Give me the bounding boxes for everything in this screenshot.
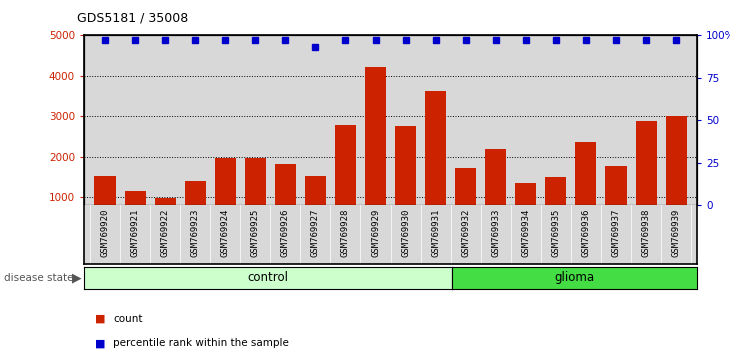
Bar bbox=[515, 183, 537, 238]
Text: GSM769932: GSM769932 bbox=[461, 208, 470, 257]
Bar bbox=[485, 149, 507, 238]
Bar bbox=[335, 125, 356, 238]
Text: GSM769930: GSM769930 bbox=[401, 208, 410, 257]
Text: glioma: glioma bbox=[555, 272, 594, 284]
Text: GSM769921: GSM769921 bbox=[131, 208, 139, 257]
Bar bbox=[155, 198, 176, 238]
Text: GSM769933: GSM769933 bbox=[491, 208, 500, 257]
Text: count: count bbox=[113, 314, 142, 324]
Bar bbox=[305, 176, 326, 238]
Text: GSM769927: GSM769927 bbox=[311, 208, 320, 257]
Text: GSM769935: GSM769935 bbox=[551, 208, 561, 257]
Text: GDS5181 / 35008: GDS5181 / 35008 bbox=[77, 12, 188, 25]
Text: ■: ■ bbox=[95, 314, 105, 324]
Bar bbox=[395, 126, 416, 238]
Text: GSM769924: GSM769924 bbox=[220, 208, 230, 257]
Text: GSM769929: GSM769929 bbox=[371, 208, 380, 257]
Bar bbox=[274, 164, 296, 238]
Bar bbox=[666, 116, 687, 238]
Bar bbox=[456, 168, 476, 238]
Text: disease state: disease state bbox=[4, 273, 73, 283]
Text: GSM769923: GSM769923 bbox=[191, 208, 200, 257]
Text: ■: ■ bbox=[95, 338, 105, 348]
Text: GSM769931: GSM769931 bbox=[431, 208, 440, 257]
Bar bbox=[245, 158, 266, 238]
Bar bbox=[636, 121, 656, 238]
Text: GSM769920: GSM769920 bbox=[101, 208, 110, 257]
Bar bbox=[94, 176, 115, 238]
Text: GSM769926: GSM769926 bbox=[281, 208, 290, 257]
Bar bbox=[545, 177, 566, 238]
Bar bbox=[125, 191, 145, 238]
Bar bbox=[215, 158, 236, 238]
Text: GSM769939: GSM769939 bbox=[672, 208, 680, 257]
Text: control: control bbox=[247, 272, 288, 284]
Text: GSM769937: GSM769937 bbox=[612, 208, 620, 257]
Text: GSM769922: GSM769922 bbox=[161, 208, 169, 257]
Text: GSM769928: GSM769928 bbox=[341, 208, 350, 257]
Bar bbox=[425, 91, 446, 238]
Text: ▶: ▶ bbox=[72, 272, 81, 284]
Bar bbox=[605, 166, 626, 238]
Text: GSM769936: GSM769936 bbox=[581, 208, 591, 257]
Text: GSM769925: GSM769925 bbox=[251, 208, 260, 257]
Bar bbox=[365, 67, 386, 238]
Text: GSM769934: GSM769934 bbox=[521, 208, 530, 257]
Bar bbox=[185, 182, 206, 238]
Text: GSM769938: GSM769938 bbox=[642, 208, 650, 257]
Text: percentile rank within the sample: percentile rank within the sample bbox=[113, 338, 289, 348]
Bar bbox=[575, 142, 596, 238]
